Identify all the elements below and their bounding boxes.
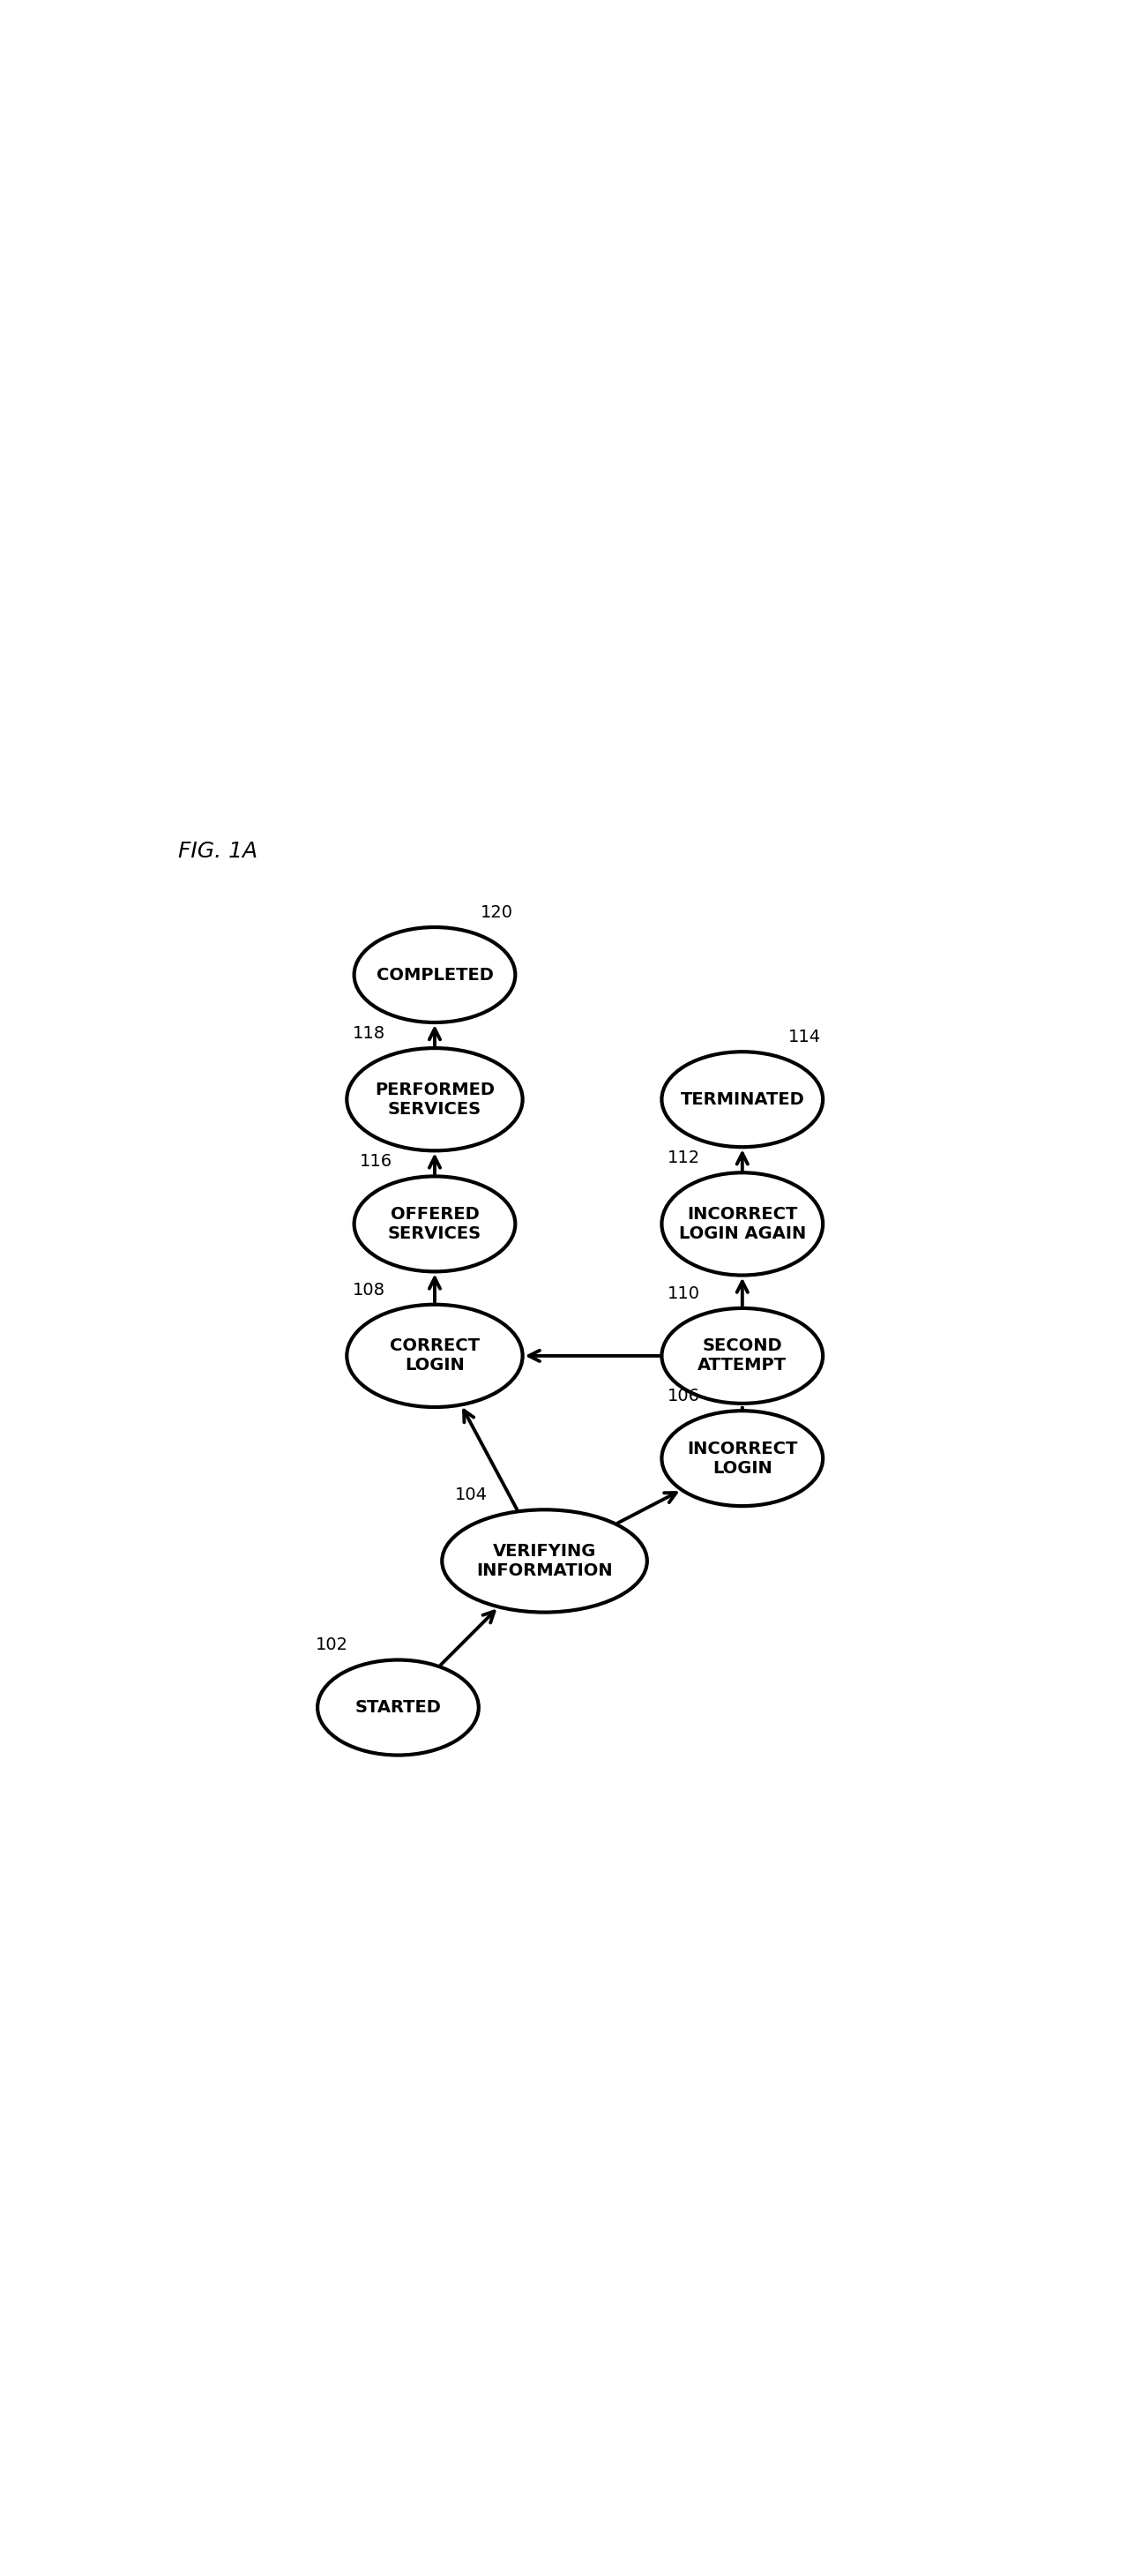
- Ellipse shape: [354, 1177, 515, 1273]
- Text: INCORRECT
LOGIN AGAIN: INCORRECT LOGIN AGAIN: [678, 1206, 806, 1242]
- Ellipse shape: [662, 1172, 823, 1275]
- Text: 120: 120: [481, 904, 514, 922]
- Text: PERFORMED
SERVICES: PERFORMED SERVICES: [374, 1082, 494, 1118]
- Text: 116: 116: [359, 1154, 392, 1170]
- Text: 104: 104: [455, 1486, 488, 1504]
- Ellipse shape: [662, 1412, 823, 1507]
- Text: CORRECT
LOGIN: CORRECT LOGIN: [390, 1337, 480, 1373]
- Text: 118: 118: [353, 1025, 386, 1041]
- Ellipse shape: [662, 1051, 823, 1146]
- Text: 102: 102: [316, 1636, 348, 1654]
- Ellipse shape: [442, 1510, 648, 1613]
- Text: FIG. 1A: FIG. 1A: [178, 840, 257, 863]
- Text: 108: 108: [353, 1280, 386, 1298]
- Text: 112: 112: [667, 1149, 700, 1167]
- Text: STARTED: STARTED: [355, 1700, 441, 1716]
- Ellipse shape: [347, 1303, 523, 1406]
- Text: OFFERED
SERVICES: OFFERED SERVICES: [388, 1206, 482, 1242]
- Text: SECOND
ATTEMPT: SECOND ATTEMPT: [697, 1337, 787, 1373]
- Ellipse shape: [347, 1048, 523, 1151]
- Text: 114: 114: [788, 1028, 821, 1046]
- Ellipse shape: [662, 1309, 823, 1404]
- Ellipse shape: [318, 1659, 479, 1754]
- Text: INCORRECT
LOGIN: INCORRECT LOGIN: [687, 1440, 797, 1476]
- Text: TERMINATED: TERMINATED: [680, 1092, 804, 1108]
- Ellipse shape: [354, 927, 515, 1023]
- Text: VERIFYING
INFORMATION: VERIFYING INFORMATION: [476, 1543, 612, 1579]
- Text: COMPLETED: COMPLETED: [376, 966, 493, 984]
- Text: 110: 110: [668, 1285, 700, 1301]
- Text: 106: 106: [668, 1388, 700, 1404]
